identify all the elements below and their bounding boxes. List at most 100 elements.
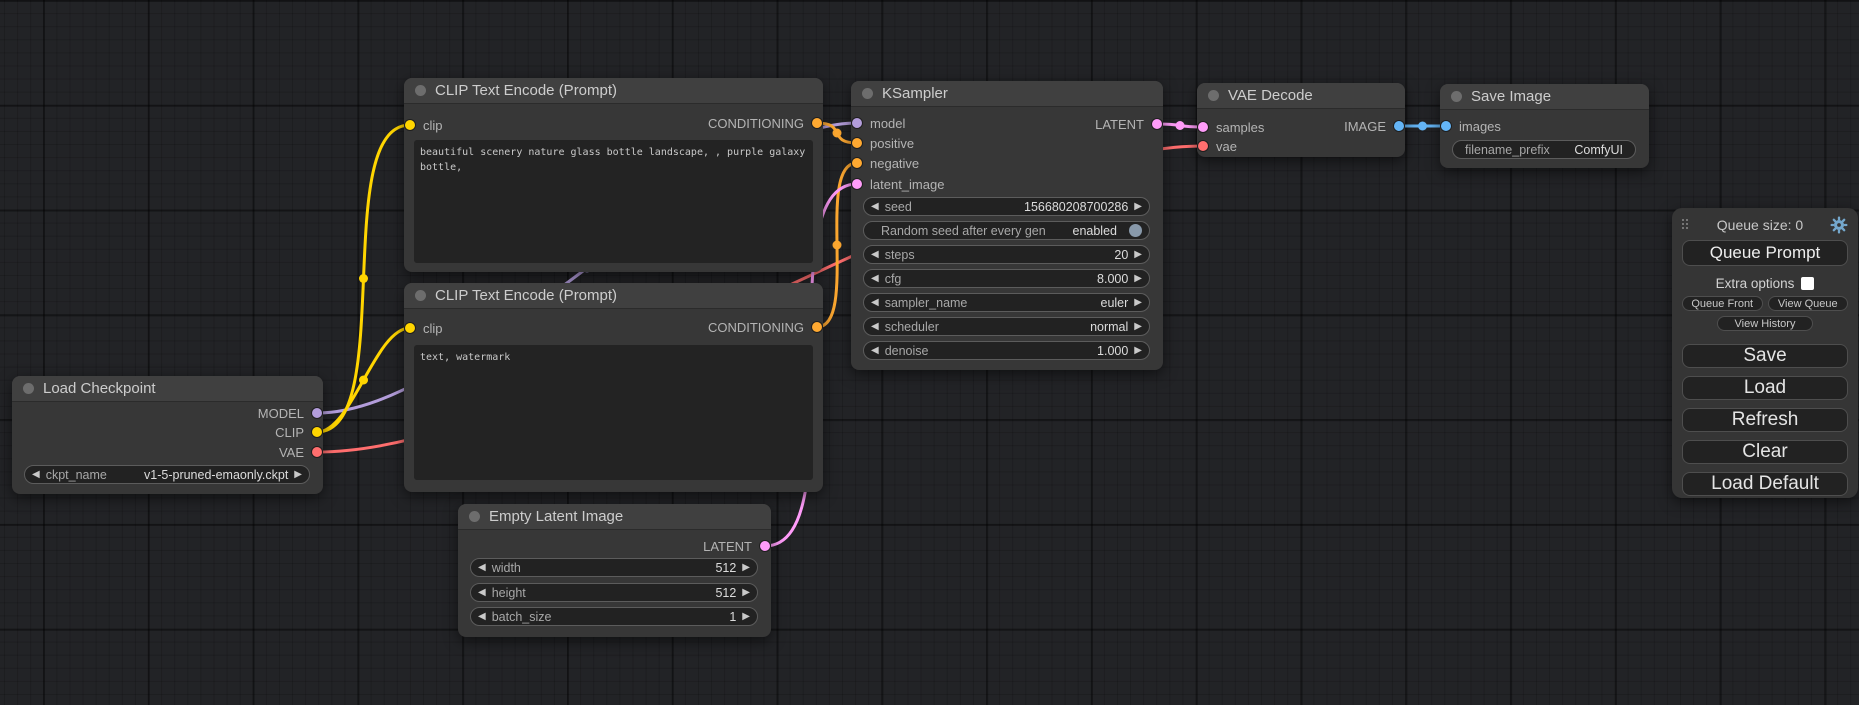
conditioning-output-dot[interactable] <box>812 118 822 128</box>
load-button[interactable]: Load <box>1682 376 1848 400</box>
collapse-dot-icon[interactable] <box>1451 91 1462 102</box>
view-history-button[interactable]: View History <box>1717 316 1813 331</box>
decrement-arrow-icon[interactable]: ◀ <box>871 272 879 284</box>
latent-output-dot[interactable] <box>1152 119 1162 129</box>
random-seed-after-every-gen-widget[interactable]: Random seed after every gen enabled <box>863 221 1150 240</box>
increment-arrow-icon[interactable]: ▶ <box>1134 344 1142 356</box>
seed-widget[interactable]: ◀ seed 156680208700286 ▶ <box>863 197 1150 216</box>
widget-label: seed <box>884 199 912 214</box>
decrement-arrow-icon[interactable]: ◀ <box>871 200 879 212</box>
increment-arrow-icon[interactable]: ▶ <box>1134 320 1142 332</box>
collapse-dot-icon[interactable] <box>469 511 480 522</box>
decrement-arrow-icon[interactable]: ◀ <box>32 468 40 480</box>
decrement-arrow-icon[interactable]: ◀ <box>478 561 486 573</box>
increment-arrow-icon[interactable]: ▶ <box>742 586 750 598</box>
image-input-dot[interactable] <box>1441 121 1451 131</box>
decrement-arrow-icon[interactable]: ◀ <box>871 248 879 260</box>
widget-value: 8.000 <box>1097 271 1129 286</box>
decrement-arrow-icon[interactable]: ◀ <box>871 320 879 332</box>
save-image-node[interactable]: Save Image images filename_prefix ComfyUI <box>1440 84 1649 168</box>
conditioning-output-dot[interactable] <box>812 322 822 332</box>
load-checkpoint-node[interactable]: Load Checkpoint MODEL CLIP VAE ◀ ckpt_name v1-… <box>12 376 323 494</box>
increment-arrow-icon[interactable]: ▶ <box>1134 296 1142 308</box>
node-titlebar[interactable]: Save Image <box>1440 84 1649 110</box>
image-output-dot[interactable] <box>1394 121 1404 131</box>
latent-input-dot[interactable] <box>1198 122 1208 132</box>
clip-input-dot[interactable] <box>405 120 415 130</box>
ckpt-name-widget[interactable]: ◀ ckpt_name v1-5-pruned-emaonly.ckpt ▶ <box>24 465 310 484</box>
steps-widget[interactable]: ◀ steps 20 ▶ <box>863 245 1150 264</box>
collapse-dot-icon[interactable] <box>415 290 426 301</box>
vae-output-dot[interactable] <box>312 447 322 457</box>
settings-gear-icon[interactable] <box>1830 216 1848 234</box>
decrement-arrow-icon[interactable]: ◀ <box>478 586 486 598</box>
batch-size-widget[interactable]: ◀ batch_size 1 ▶ <box>470 607 758 626</box>
collapse-dot-icon[interactable] <box>862 88 873 99</box>
queue-prompt-button[interactable]: Queue Prompt <box>1682 240 1848 266</box>
save-button[interactable]: Save <box>1682 344 1848 368</box>
collapse-dot-icon[interactable] <box>1208 90 1219 101</box>
link-midpoint-dot[interactable] <box>359 274 368 283</box>
vae-decode-node[interactable]: VAE Decode samples vae IMAGE <box>1197 83 1405 157</box>
extra-options-checkbox[interactable] <box>1801 276 1815 290</box>
decrement-arrow-icon[interactable]: ◀ <box>871 344 879 356</box>
latent-output-dot[interactable] <box>760 541 770 551</box>
clip-input-dot[interactable] <box>405 323 415 333</box>
cfg-widget[interactable]: ◀ cfg 8.000 ▶ <box>863 269 1150 288</box>
increment-arrow-icon[interactable]: ▶ <box>742 561 750 573</box>
drag-handle-icon[interactable] <box>1682 219 1690 231</box>
node-titlebar[interactable]: Load Checkpoint <box>12 376 323 402</box>
queue-front-button[interactable]: Queue Front <box>1682 296 1763 311</box>
view-queue-button[interactable]: View Queue <box>1767 296 1848 311</box>
increment-arrow-icon[interactable]: ▶ <box>1134 248 1142 260</box>
node-titlebar[interactable]: CLIP Text Encode (Prompt) <box>404 78 823 104</box>
sampler-name-widget[interactable]: ◀ sampler_name euler ▶ <box>863 293 1150 312</box>
refresh-button[interactable]: Refresh <box>1682 408 1848 432</box>
clip-output-dot[interactable] <box>312 427 322 437</box>
clear-button[interactable]: Clear <box>1682 440 1848 464</box>
width-widget[interactable]: ◀ width 512 ▶ <box>470 558 758 577</box>
widget-value: 512 <box>715 585 737 600</box>
ksampler-node[interactable]: KSampler model positive negative latent_imag… <box>851 81 1163 370</box>
widget-value: 512 <box>715 560 737 575</box>
scheduler-widget[interactable]: ◀ scheduler normal ▶ <box>863 317 1150 336</box>
decrement-arrow-icon[interactable]: ◀ <box>478 610 486 622</box>
denoise-widget[interactable]: ◀ denoise 1.000 ▶ <box>863 341 1150 360</box>
conditioning-input-dot[interactable] <box>852 158 862 168</box>
collapse-dot-icon[interactable] <box>23 383 34 394</box>
load-default-button[interactable]: Load Default <box>1682 472 1848 496</box>
filename-prefix-widget[interactable]: filename_prefix ComfyUI <box>1452 140 1636 159</box>
clip-text-encode-positive-node[interactable]: CLIP Text Encode (Prompt) clip CONDITIONIN… <box>404 78 823 272</box>
link-midpoint-dot[interactable] <box>1175 121 1185 130</box>
link-midpoint-dot[interactable] <box>359 375 368 385</box>
node-titlebar[interactable]: VAE Decode <box>1197 83 1405 109</box>
queue-panel-header: Queue size: 0 <box>1682 216 1848 234</box>
prompt-textarea[interactable]: text, watermark <box>414 345 813 480</box>
increment-arrow-icon[interactable]: ▶ <box>742 610 750 622</box>
node-titlebar[interactable]: CLIP Text Encode (Prompt) <box>404 283 823 309</box>
model-output-dot[interactable] <box>312 408 322 418</box>
latent-input-dot[interactable] <box>852 179 862 189</box>
decrement-arrow-icon[interactable]: ◀ <box>871 296 879 308</box>
link-midpoint-dot[interactable] <box>1418 121 1427 131</box>
increment-arrow-icon[interactable]: ▶ <box>1134 200 1142 212</box>
prompt-textarea[interactable]: beautiful scenery nature glass bottle la… <box>414 140 813 263</box>
toggle-on-dot[interactable] <box>1129 224 1142 237</box>
vae-input-dot[interactable] <box>1198 141 1208 151</box>
empty-latent-image-node[interactable]: Empty Latent Image LATENT ◀ width 512 ▶ ◀ heigh… <box>458 504 771 637</box>
increment-arrow-icon[interactable]: ▶ <box>1134 272 1142 284</box>
node-titlebar[interactable]: KSampler <box>851 81 1163 107</box>
node-title: Load Checkpoint <box>43 380 156 397</box>
slot-label: latent_image <box>870 176 945 192</box>
input-slot-model: model <box>852 114 905 132</box>
height-widget[interactable]: ◀ height 512 ▶ <box>470 583 758 602</box>
node-titlebar[interactable]: Empty Latent Image <box>458 504 771 530</box>
model-input-dot[interactable] <box>852 118 862 128</box>
conditioning-input-dot[interactable] <box>852 138 862 148</box>
clip-text-encode-negative-node[interactable]: CLIP Text Encode (Prompt) clip CONDITIONIN… <box>404 283 823 492</box>
link-midpoint-dot[interactable] <box>832 240 842 250</box>
collapse-dot-icon[interactable] <box>415 85 426 96</box>
link-midpoint-dot[interactable] <box>832 128 842 138</box>
increment-arrow-icon[interactable]: ▶ <box>294 468 302 480</box>
